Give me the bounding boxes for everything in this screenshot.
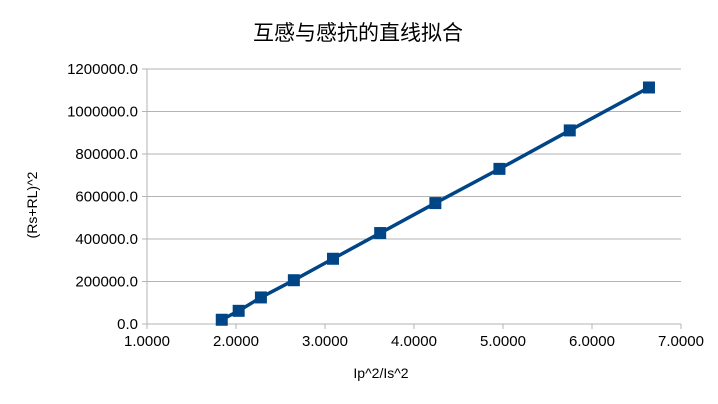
data-point-marker — [493, 162, 506, 175]
data-point-marker — [374, 227, 387, 240]
y-tick-label: 600000.0 — [75, 189, 138, 206]
y-tick-label: 0.0 — [117, 316, 138, 333]
x-tick-label: 7.0000 — [658, 333, 704, 350]
gridlines — [147, 68, 681, 325]
y-tick-label: 200000.0 — [75, 274, 138, 291]
x-tick-label: 6.0000 — [569, 333, 615, 350]
x-tick-label: 1.0000 — [124, 333, 170, 350]
x-tick-label: 4.0000 — [391, 333, 437, 350]
y-axis-label: (Rs+RL)^2 — [24, 171, 40, 238]
data-point-marker — [642, 81, 655, 94]
y-tick-label: 1000000.0 — [67, 104, 138, 121]
data-point-marker — [429, 197, 442, 210]
y-tick-label: 400000.0 — [75, 231, 138, 248]
data-point-marker — [563, 124, 576, 137]
x-axis-ticks: 1.0000 2.0000 3.0000 4.0000 5.0000 6.0000 7.00… — [124, 324, 704, 350]
y-tick-label: 800000.0 — [75, 146, 138, 163]
data-point-marker — [327, 252, 340, 265]
x-axis-label: Ip^2/Is^2 — [353, 365, 408, 381]
chart-title: 互感与感抗的直线拟合 — [253, 21, 463, 45]
x-tick-label: 5.0000 — [480, 333, 526, 350]
y-tick-label: 1200000.0 — [67, 61, 138, 78]
data-point-marker — [287, 274, 300, 287]
series — [215, 81, 655, 326]
series-line — [220, 85, 650, 322]
data-point-marker — [215, 313, 228, 326]
y-axis-ticks: 0.0 200000.0 400000.0 600000.0 800000.0 10000… — [67, 61, 147, 333]
data-point-marker — [232, 304, 245, 317]
data-point-marker — [254, 291, 267, 304]
x-tick-label: 3.0000 — [302, 333, 348, 350]
x-tick-label: 2.0000 — [213, 333, 259, 350]
